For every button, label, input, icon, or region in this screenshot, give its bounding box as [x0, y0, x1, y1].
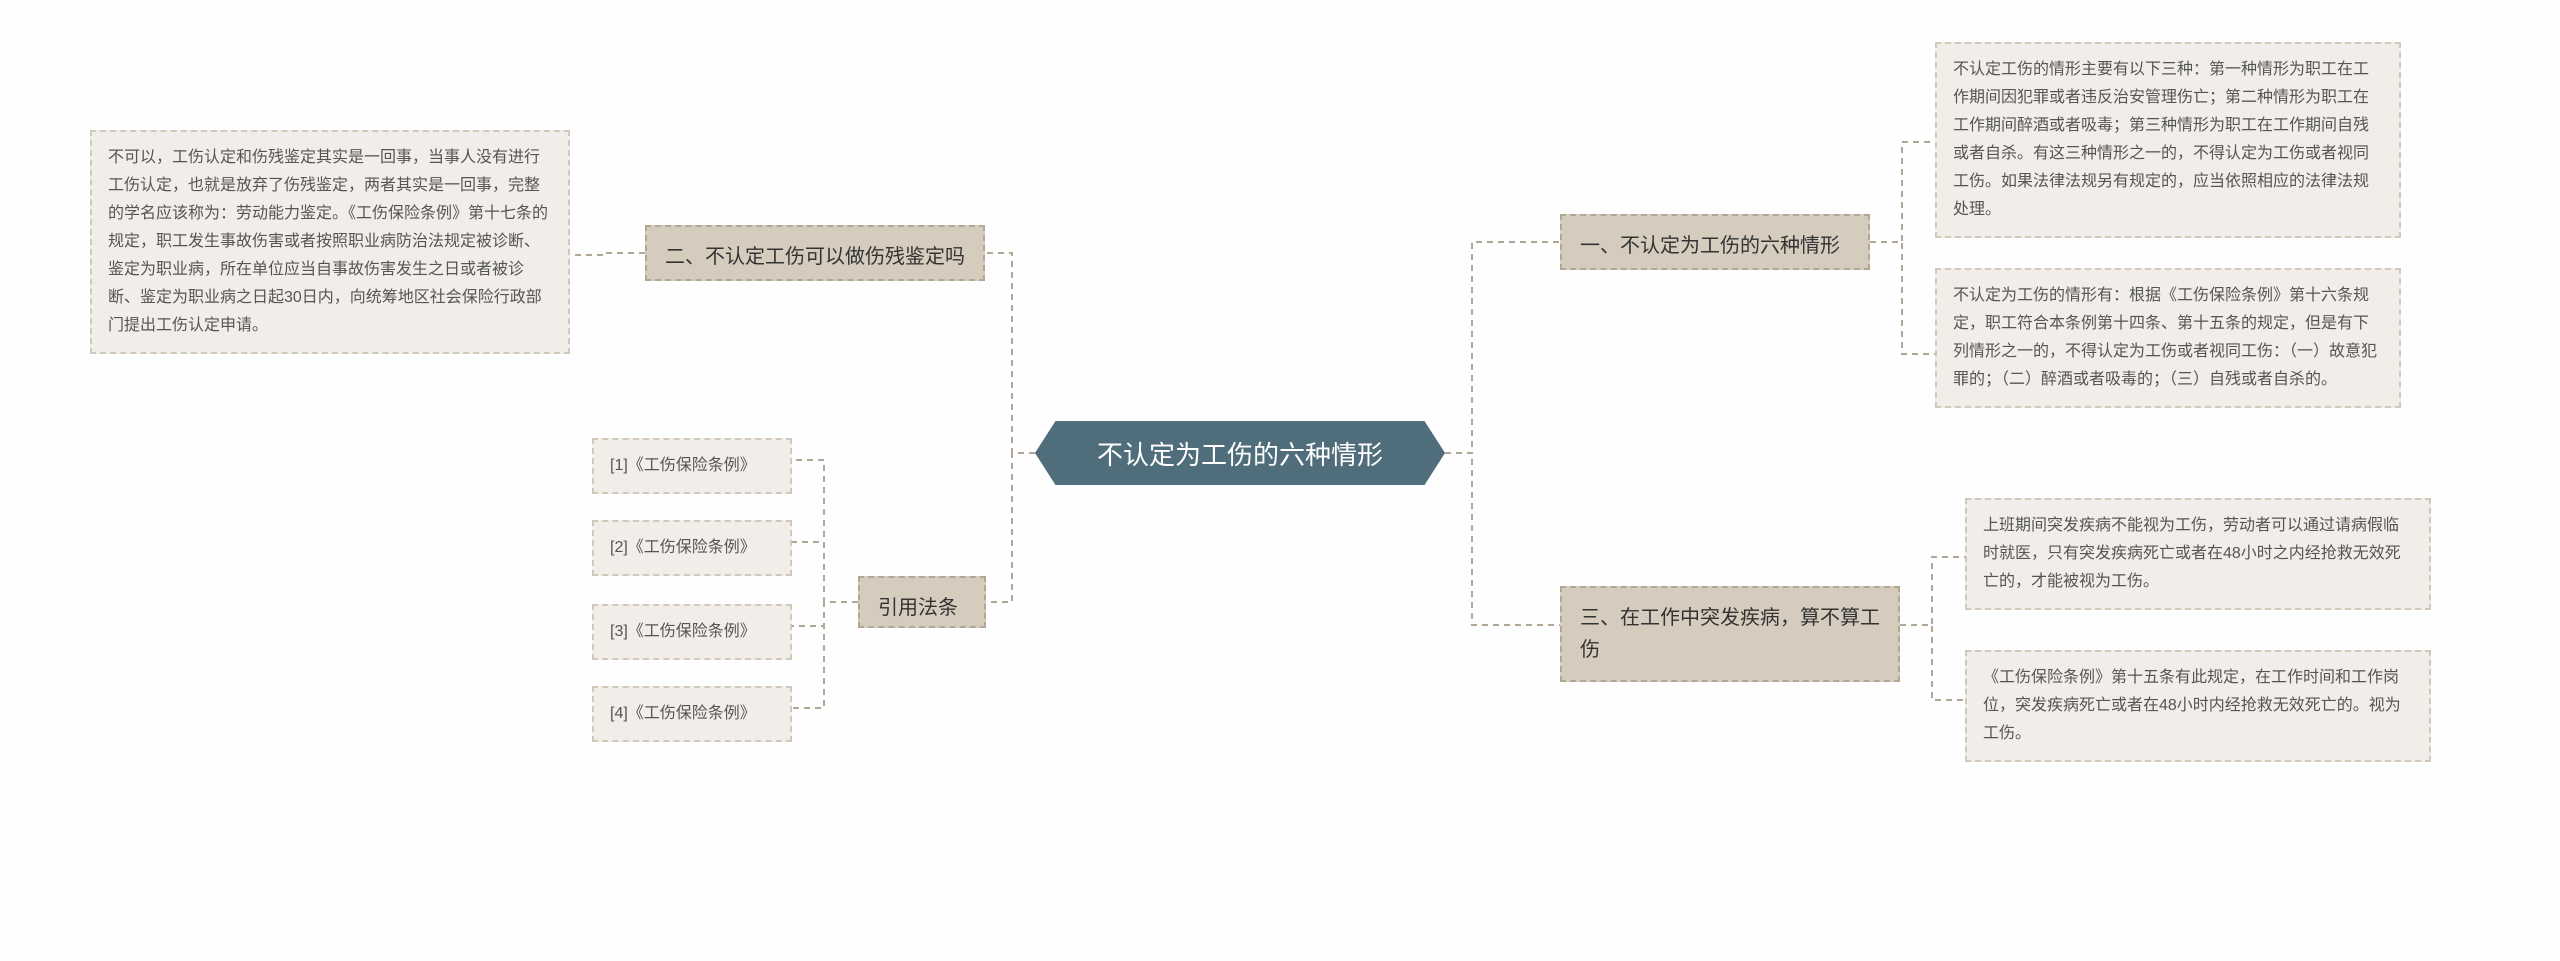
- branch-node-2[interactable]: 二、不认定工伤可以做伤残鉴定吗: [645, 225, 985, 281]
- leaf-node-1-1: 不认定工伤的情形主要有以下三种：第一种情形为职工在工作期间因犯罪或者违反治安管理…: [1935, 42, 2401, 238]
- connector: [1900, 625, 1965, 700]
- branch-node-citations[interactable]: 引用法条: [858, 576, 986, 628]
- connector: [985, 253, 1035, 453]
- citation-1: [1]《工伤保险条例》: [592, 438, 792, 494]
- connector: [792, 602, 858, 708]
- leaf-node-2-1: 不可以，工伤认定和伤残鉴定其实是一回事，当事人没有进行工伤认定，也就是放弃了伤残…: [90, 130, 570, 354]
- connector: [1445, 453, 1560, 625]
- leaf-node-1-2: 不认定为工伤的情形有：根据《工伤保险条例》第十六条规定，职工符合本条例第十四条、…: [1935, 268, 2401, 408]
- branch-node-3[interactable]: 三、在工作中突发疾病，算不算工伤: [1560, 586, 1900, 682]
- connector: [1900, 557, 1965, 625]
- leaf-node-3-1: 上班期间突发疾病不能视为工伤，劳动者可以通过请病假临时就医，只有突发疾病死亡或者…: [1965, 498, 2431, 610]
- branch-node-1[interactable]: 一、不认定为工伤的六种情形: [1560, 214, 1870, 270]
- leaf-node-3-2: 《工伤保险条例》第十五条有此规定，在工作时间和工作岗位，突发疾病死亡或者在48小…: [1965, 650, 2431, 762]
- connector: [792, 602, 858, 626]
- citation-3: [3]《工伤保险条例》: [592, 604, 792, 660]
- connector: [792, 460, 858, 602]
- citation-4: [4]《工伤保险条例》: [592, 686, 792, 742]
- citation-2: [2]《工伤保险条例》: [592, 520, 792, 576]
- connector: [1870, 142, 1935, 242]
- connector: [1870, 242, 1935, 354]
- connector: [570, 253, 645, 255]
- connector: [986, 453, 1035, 602]
- connector: [1445, 242, 1560, 453]
- root-node[interactable]: 不认定为工伤的六种情形: [1035, 421, 1445, 485]
- connector: [792, 542, 858, 602]
